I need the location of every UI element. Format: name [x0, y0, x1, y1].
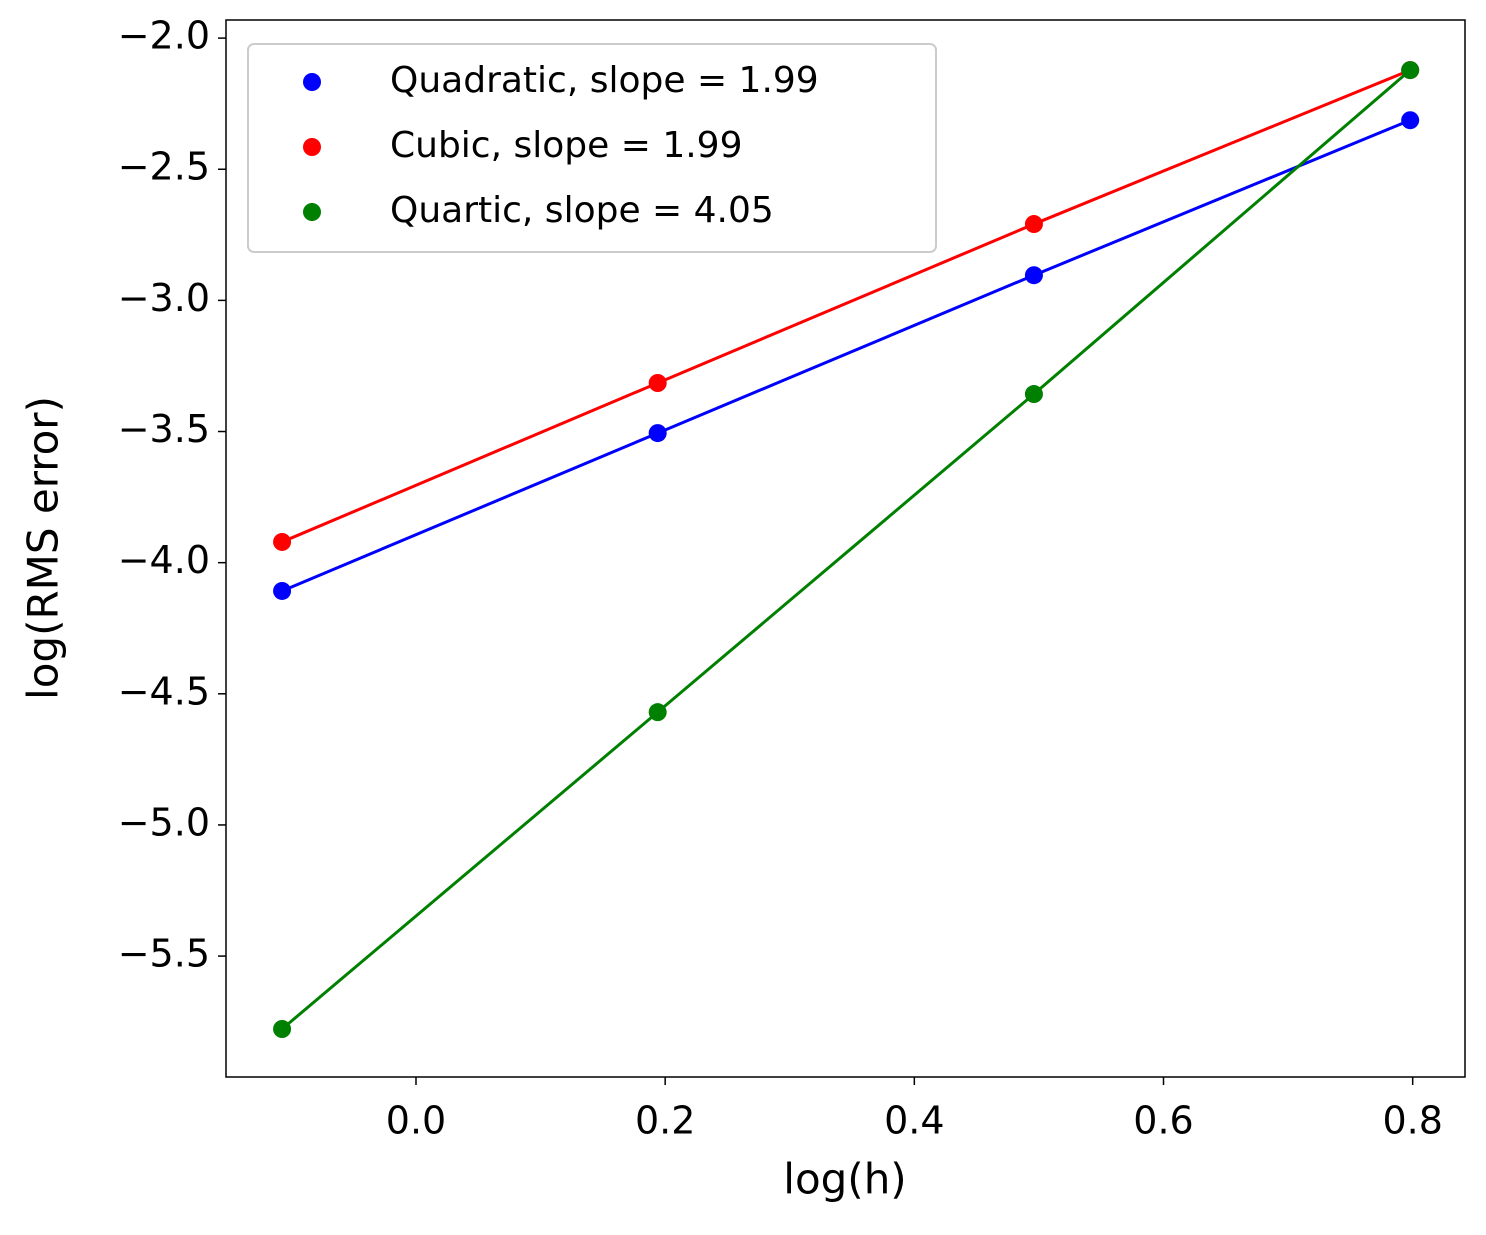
- y-tick-label: −4.0: [118, 538, 210, 582]
- y-tick-label: −5.5: [118, 932, 210, 976]
- point: [648, 373, 667, 392]
- legend-label: Quartic, slope = 4.05: [390, 190, 774, 231]
- x-tick-label: 0.6: [1133, 1099, 1193, 1143]
- point: [273, 532, 292, 551]
- point: [1024, 266, 1043, 285]
- point: [1024, 215, 1043, 234]
- line: [281, 68, 1412, 1031]
- point: [648, 703, 667, 722]
- x-tick-label: 0.4: [884, 1099, 944, 1143]
- legend-label: Cubic, slope = 1.99: [390, 125, 742, 166]
- legend-marker: [303, 73, 321, 91]
- point: [1024, 385, 1043, 404]
- point: [273, 581, 292, 600]
- point: [1401, 111, 1420, 130]
- y-tick-label: −4.5: [118, 669, 210, 713]
- y-tick-label: −5.0: [118, 800, 210, 844]
- x-tick-label: 0.8: [1382, 1099, 1442, 1143]
- y-tick-label: −2.5: [118, 145, 210, 189]
- legend-marker: [303, 138, 321, 156]
- x-tick-label: 0.2: [635, 1099, 695, 1143]
- line: [281, 68, 1411, 544]
- y-tick-label: −3.0: [118, 276, 210, 320]
- x-axis-label: log(h): [783, 1155, 906, 1204]
- point: [1401, 61, 1420, 80]
- legend-box: [247, 43, 937, 253]
- legend-label: Quadratic, slope = 1.99: [390, 60, 819, 101]
- plot-frame: [225, 19, 1466, 1078]
- x-tick-label: 0.0: [386, 1099, 446, 1143]
- y-tick-label: −3.5: [118, 407, 210, 451]
- point: [648, 424, 667, 443]
- line: [281, 118, 1411, 593]
- y-tick-label: −2.0: [118, 14, 210, 58]
- y-axis-label: log(RMS error): [19, 396, 68, 700]
- legend-marker: [303, 203, 321, 221]
- point: [273, 1020, 292, 1039]
